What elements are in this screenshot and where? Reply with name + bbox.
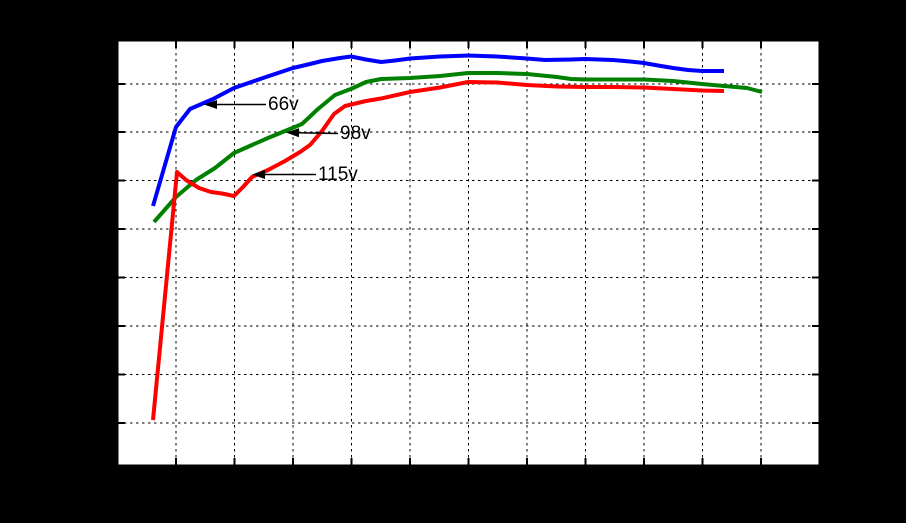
annotation-arrowhead-98v <box>286 128 300 138</box>
annotation-label-115v: 115v <box>318 164 358 185</box>
annotation-label-98v: 98v <box>340 123 371 144</box>
curve-66v <box>151 53 724 207</box>
annotation-arrowhead-66v <box>204 100 217 109</box>
curve-98v <box>152 71 763 224</box>
curve-115v <box>151 80 725 421</box>
annotation-arrow-line-98v <box>295 131 339 135</box>
annotation-label-66v: 66v <box>268 94 299 115</box>
annotation-arrowhead-115v <box>252 170 265 179</box>
